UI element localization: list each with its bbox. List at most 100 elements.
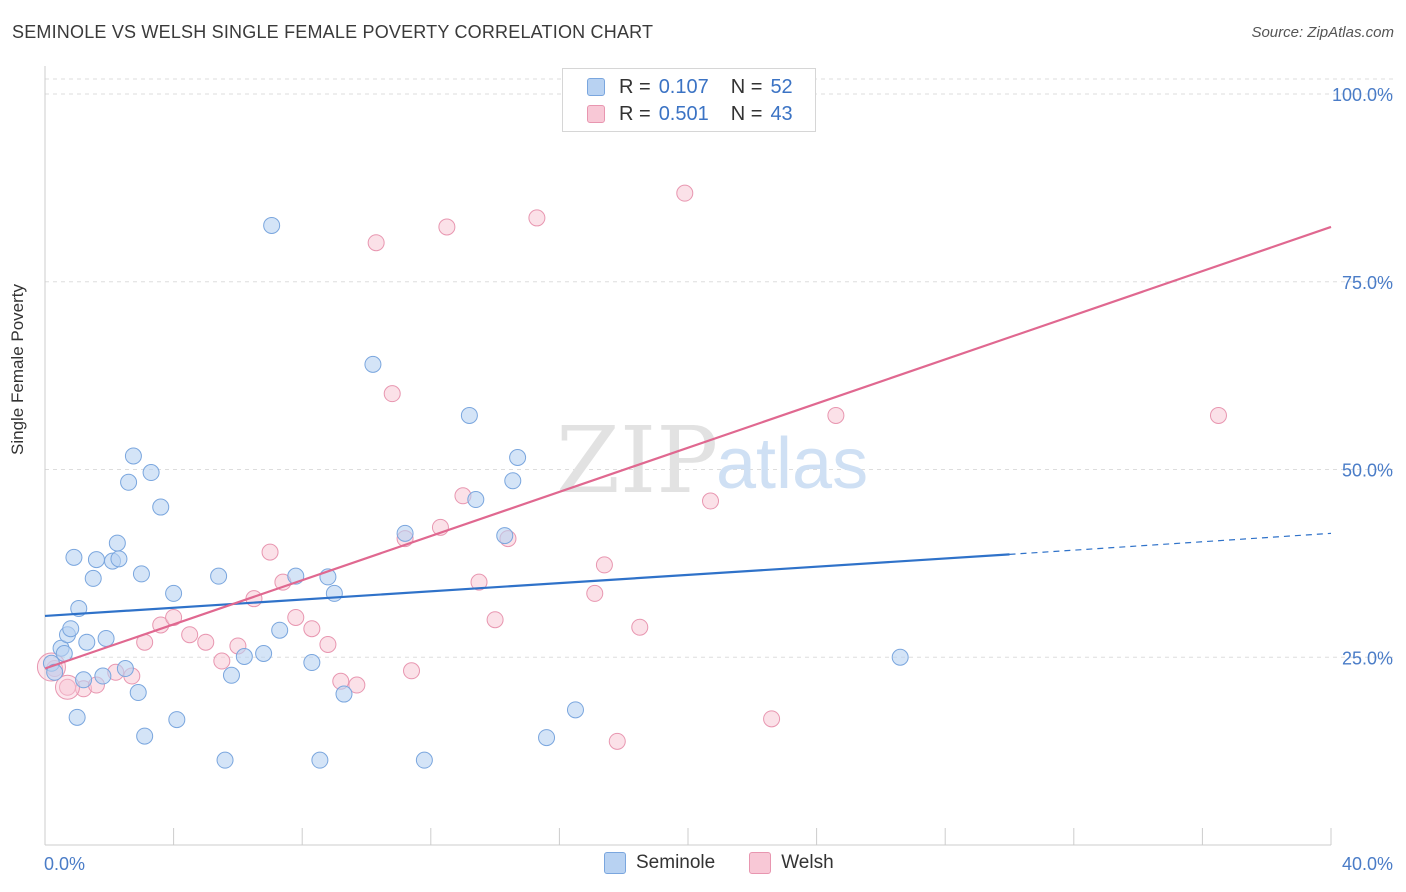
seminole-point [216,751,234,769]
seminole-point [78,633,96,651]
seminole-swatch [604,852,626,874]
x-tick-label: 0.0% [44,854,85,874]
legend-r-label: R = [619,102,651,125]
seminole-point [87,551,105,569]
welsh-point [403,662,421,680]
seminole-point [120,473,138,491]
welsh-point [470,573,488,591]
legend-r-label: R = [619,75,651,98]
seminole-point [165,584,183,602]
watermark-atlas: atlas [716,424,868,504]
legend-swatch-seminole [587,78,605,96]
seminole-point [222,666,240,684]
seminole-point [504,472,522,490]
seminole-point [460,406,478,424]
welsh-point [367,234,385,252]
y-tick-label: 25.0% [1342,648,1393,668]
welsh-point [528,209,546,227]
seminole-point [566,701,584,719]
legend-n-value: 52 [770,75,793,98]
seminole-point [65,548,83,566]
seminole-point [263,216,281,234]
seminole-point [75,671,93,689]
welsh-point [383,385,401,403]
seminole-points [42,216,909,769]
seminole-point [303,654,321,672]
welsh-point [595,556,613,574]
source-label: Source: ZipAtlas.com [1251,24,1394,41]
tick-labels: 25.0% 50.0% 75.0% 100.0% 0.0% 40.0% [44,85,1393,874]
seminole-point [335,685,353,703]
welsh-point [486,611,504,629]
welsh-swatch [749,852,772,874]
legend-swatch-welsh [587,105,605,123]
watermark: ZIP atlas [556,407,868,514]
bottom-legend: Seminole Welsh [604,852,868,874]
legend-n-label: N = [730,75,763,98]
welsh-point [827,406,845,424]
seminole-point [142,464,160,482]
seminole-point [124,447,142,465]
seminole-point [891,648,909,666]
y-tick-label: 100.0% [1332,85,1393,105]
welsh-points [36,85,1227,750]
welsh-point [676,184,694,202]
seminole-point [62,620,80,638]
y-axis-label: Single Female Poverty [8,283,27,455]
welsh-point [197,633,215,651]
seminole-point [84,569,102,587]
seminole-trendline-extension [1009,532,1332,555]
seminole-point [235,648,253,666]
legend: R = 0.107 N = 52 R = 0.501 N = 43 [562,68,816,132]
seminole-point [168,711,186,729]
seminole-point [538,729,556,747]
welsh-point [438,218,456,236]
welsh-point [181,626,199,644]
seminole-point [129,684,147,702]
legend-r-value: 0.501 [658,102,709,125]
welsh-point [608,732,626,750]
trendlines [44,225,1332,670]
bottom-legend-welsh[interactable]: Welsh [749,852,834,874]
bottom-legend-seminole[interactable]: Seminole [604,852,715,874]
legend-r-value: 0.107 [658,75,709,98]
seminole-point [415,751,433,769]
seminole-point [116,660,134,678]
grid-lines [45,78,1395,658]
seminole-point [68,708,86,726]
seminole-point [255,645,273,662]
seminole-point [271,621,289,639]
seminole-point [132,565,150,583]
seminole-point [509,448,527,466]
welsh-point [348,676,366,694]
seminole-point [325,584,343,602]
welsh-point [55,674,81,700]
seminole-trendline [44,553,1010,618]
seminole-point [110,550,128,568]
seminole-point [311,751,329,769]
seminole-point [97,629,115,647]
seminole-point [136,727,154,745]
welsh-point [319,635,337,653]
seminole-point [396,524,414,542]
seminole-point [467,491,485,509]
legend-row-welsh: R = 0.501 N = 43 [587,102,793,126]
legend-row-seminole: R = 0.107 N = 52 [587,75,793,99]
legend-n-label: N = [730,102,763,125]
welsh-trendline [44,225,1332,670]
welsh-point [631,618,649,636]
x-tick-label: 40.0% [1342,854,1393,874]
axes [44,66,1332,846]
welsh-point [586,584,604,602]
seminole-point [108,534,126,552]
seminole-point [152,498,170,516]
welsh-point [287,608,305,626]
seminole-point [364,355,382,373]
welsh-point [303,620,321,638]
y-tick-label: 50.0% [1342,461,1393,481]
welsh-point [261,543,279,561]
welsh-point [763,710,781,728]
welsh-label: Welsh [781,852,834,873]
y-tick-label: 75.0% [1342,273,1393,293]
